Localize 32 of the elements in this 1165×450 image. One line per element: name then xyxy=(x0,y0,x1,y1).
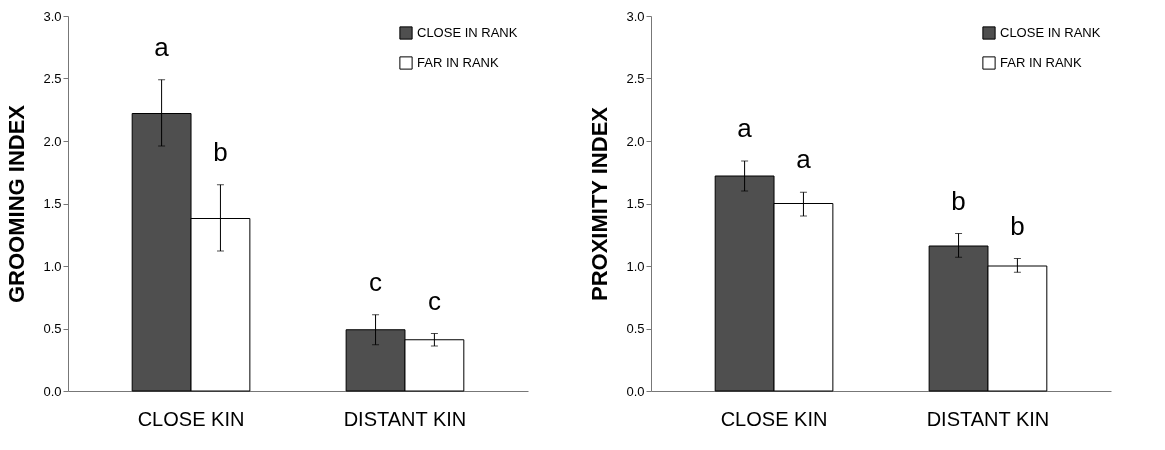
y-tick-label: 0.0 xyxy=(43,383,62,399)
legend-label: FAR IN RANK xyxy=(1000,55,1082,70)
y-axis-title: GROOMING INDEX xyxy=(4,104,30,304)
y-tick-label: 0.5 xyxy=(626,321,645,336)
annotation: c xyxy=(427,285,441,316)
y-tick-label: 0.5 xyxy=(43,321,62,336)
y-tick-label: 1.0 xyxy=(43,258,62,274)
y-tick-label: 1.5 xyxy=(626,196,645,211)
x-tick-label: CLOSE KIN xyxy=(720,407,828,430)
annotation: a xyxy=(737,113,753,143)
x-tick-label: DISTANT KIN xyxy=(343,407,467,430)
legend-label: FAR IN RANK xyxy=(417,55,499,70)
y-tick-label: 2.5 xyxy=(43,71,62,86)
y-tick-label: 0.0 xyxy=(626,383,645,399)
y-tick-label: 2.0 xyxy=(43,133,62,149)
y-tick-label: 1.0 xyxy=(626,258,645,274)
annotation: b xyxy=(951,185,966,216)
y-axis-title: PROXIMITY INDEX xyxy=(587,106,613,301)
x-tick-label: DISTANT KIN xyxy=(926,407,1050,430)
y-tick-label: 3.0 xyxy=(626,8,645,24)
annotation: c xyxy=(369,266,383,297)
annotation: a xyxy=(154,31,170,62)
legend-label: CLOSE IN RANK xyxy=(1000,25,1101,40)
legend-label: CLOSE IN RANK xyxy=(417,25,518,40)
annotation: b xyxy=(213,136,228,167)
y-tick-label: 2.0 xyxy=(626,133,645,149)
annotation: a xyxy=(796,144,812,175)
y-tick-label: 2.5 xyxy=(626,71,645,86)
x-tick-label: CLOSE KIN xyxy=(137,407,245,430)
y-tick-label: 1.5 xyxy=(43,196,62,211)
y-tick-label: 3.0 xyxy=(43,8,62,24)
annotation: b xyxy=(1010,210,1025,241)
